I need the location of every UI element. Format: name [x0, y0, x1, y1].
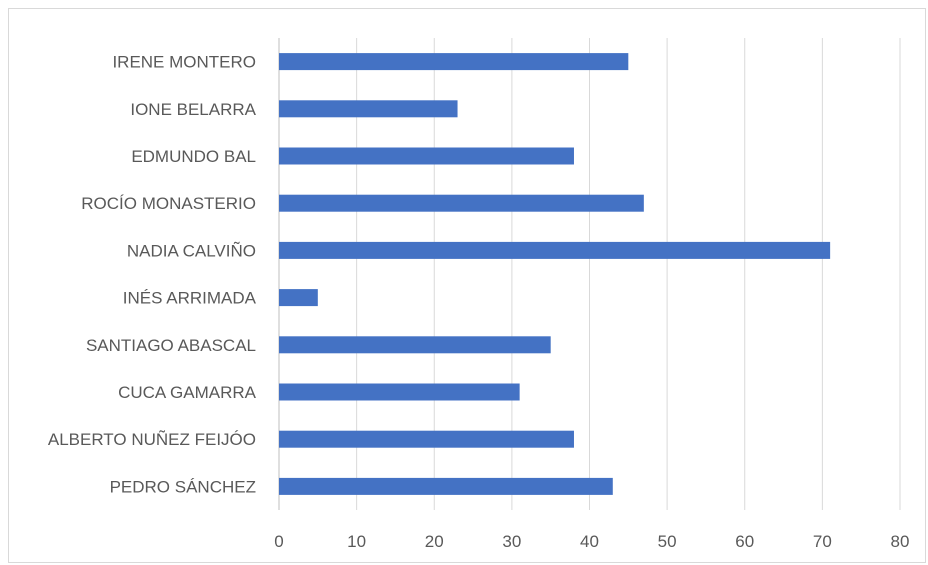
category-label: ROCÍO MONASTERIO — [81, 194, 256, 213]
x-tick-label: 20 — [425, 532, 444, 551]
category-label: IRENE MONTERO — [112, 53, 256, 72]
bar — [279, 430, 574, 448]
bar — [279, 477, 613, 495]
x-tick-label: 10 — [347, 532, 366, 551]
x-tick-label: 60 — [735, 532, 754, 551]
bar — [279, 241, 831, 259]
bar — [279, 289, 318, 307]
bar — [279, 336, 551, 354]
x-tick-label: 0 — [274, 532, 283, 551]
x-tick-label: 30 — [502, 532, 521, 551]
category-label: IONE BELARRA — [130, 100, 256, 119]
x-tick-label: 50 — [658, 532, 677, 551]
x-tick-label: 40 — [580, 532, 599, 551]
category-label: PEDRO SÁNCHEZ — [110, 477, 256, 496]
category-label: INÉS ARRIMADA — [123, 289, 257, 308]
category-label: ALBERTO NUÑEZ FEIJÓO — [48, 430, 256, 449]
bar — [279, 100, 458, 118]
category-label: SANTIAGO ABASCAL — [86, 336, 256, 355]
bar — [279, 194, 644, 212]
bar — [279, 53, 629, 71]
chart-frame — [8, 8, 926, 563]
x-tick-label: 70 — [813, 532, 832, 551]
category-label: CUCA GAMARRA — [118, 383, 257, 402]
category-label: EDMUNDO BAL — [131, 147, 256, 166]
x-tick-label: 80 — [891, 532, 910, 551]
category-label: NADIA CALVIÑO — [127, 241, 256, 260]
bar — [279, 383, 520, 401]
bar — [279, 147, 574, 165]
